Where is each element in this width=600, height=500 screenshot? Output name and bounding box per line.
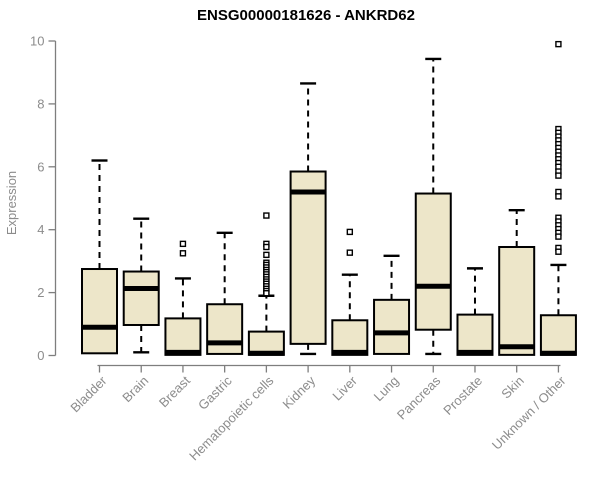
outlier-unknown-other (555, 248, 562, 255)
iqr-box-brain (122, 270, 160, 326)
y-tick-label: 4 (37, 222, 44, 237)
y-axis-label: Expression (4, 171, 19, 235)
box-group-prostate (456, 267, 494, 356)
x-tick-label-lung: Lung (371, 373, 402, 404)
outlier-unknown-other (555, 40, 562, 48)
y-tick-label: 8 (37, 96, 44, 111)
y-tick-label: 6 (37, 159, 44, 174)
box-group-liver (331, 228, 369, 356)
iqr-box-unknown-other (539, 314, 577, 356)
y-tick-label: 2 (37, 285, 44, 300)
box-group-lung (373, 254, 411, 355)
x-tick-label-gastric: Gastric (195, 373, 235, 413)
outlier-breast (179, 250, 187, 257)
x-tick-label-brain: Brain (119, 373, 151, 405)
iqr-box-liver (331, 319, 369, 356)
x-tick-label-breast: Breast (156, 373, 193, 410)
box-group-hematopoietic-cells (247, 212, 285, 356)
outlier-hematopoietic-cells (263, 243, 270, 251)
outlier-breast (179, 240, 187, 248)
iqr-box-pancreas (414, 192, 452, 331)
x-tick-label-prostate: Prostate (440, 373, 485, 418)
box-group-gastric (206, 231, 244, 355)
x-tick-label-kidney: Kidney (280, 373, 319, 412)
x-tick-label-unknown-other: Unknown / Other (489, 373, 569, 453)
iqr-box-bladder (81, 268, 118, 355)
outlier-hematopoietic-cells (263, 212, 270, 219)
chart-title: ENSG00000181626 - ANKRD62 (197, 7, 415, 24)
y-tick-label: 0 (37, 348, 44, 363)
outlier-unknown-other (555, 193, 562, 200)
box-group-kidney (289, 82, 327, 356)
x-tick-label-bladder: Bladder (67, 373, 110, 416)
iqr-box-skin (498, 245, 536, 356)
iqr-box-breast (164, 317, 202, 356)
outlier-unknown-other (555, 233, 562, 240)
iqr-box-gastric (206, 303, 244, 355)
box-group-skin (498, 209, 536, 356)
box-group-breast (164, 240, 202, 356)
y-tick-label: 10 (30, 34, 44, 49)
box-group-brain (122, 217, 160, 354)
x-tick-label-liver: Liver (329, 373, 360, 404)
iqr-box-prostate (456, 313, 494, 356)
outlier-liver (346, 228, 354, 236)
outlier-unknown-other (555, 172, 562, 179)
iqr-box-lung (373, 298, 411, 355)
box-group-unknown-other (539, 40, 577, 356)
x-tick-label-pancreas: Pancreas (394, 373, 444, 423)
outlier-liver (346, 249, 354, 256)
x-tick-label-skin: Skin (498, 373, 526, 401)
outlier-hematopoietic-cells (263, 251, 270, 259)
iqr-box-kidney (289, 170, 327, 345)
box-group-pancreas (414, 57, 452, 356)
box-group-bladder (81, 159, 118, 355)
outlier-hematopoietic-cells (263, 290, 270, 297)
